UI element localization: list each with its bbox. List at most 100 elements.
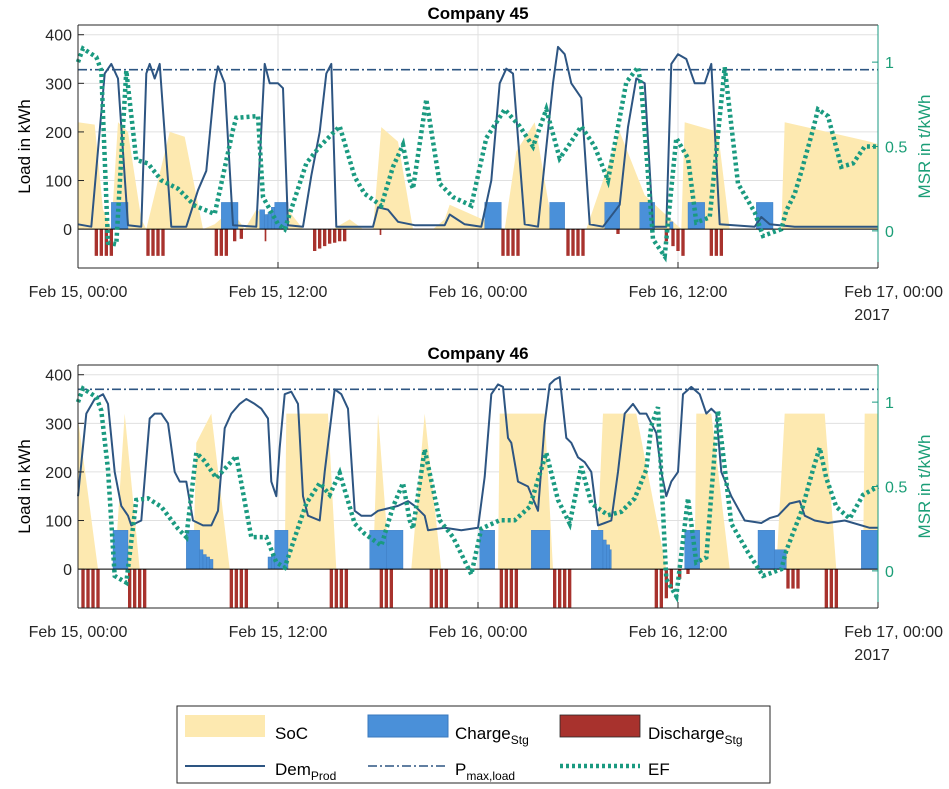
y-tick-label: 300	[45, 416, 72, 433]
x-tick-label: Feb 15, 12:00	[229, 284, 328, 301]
discharge-bar	[791, 569, 795, 589]
y-tick-label: 400	[45, 368, 72, 385]
y-tick-label: 300	[45, 76, 72, 93]
discharge-bar	[264, 229, 267, 242]
discharge-bar	[514, 569, 518, 608]
discharge-bar	[796, 569, 800, 589]
discharge-bar	[566, 229, 570, 256]
discharge-bar	[511, 229, 515, 256]
legend-label-charge: ChargeStg	[455, 724, 529, 747]
discharge-bar	[91, 569, 95, 608]
x-tick-label: Feb 16, 12:00	[629, 284, 728, 301]
legend-label-discharge: DischargeStg	[648, 724, 743, 747]
y-right-tick-label: 1	[885, 395, 894, 412]
discharge-bar	[133, 569, 137, 608]
y-tick-label: 200	[45, 125, 72, 142]
discharge-bar	[333, 229, 337, 243]
discharge-bar	[719, 229, 723, 256]
legend-discharge-swatch	[559, 714, 641, 738]
discharge-bar	[81, 569, 85, 608]
discharge-bar	[96, 569, 100, 608]
y-right-tick-label: 0.5	[885, 140, 907, 157]
charge-bar	[259, 209, 265, 230]
charge-bar	[202, 554, 207, 570]
discharge-bar	[151, 229, 155, 256]
charge-bar	[549, 202, 565, 230]
legend-label-main: EF	[648, 760, 670, 779]
discharge-bar	[214, 229, 218, 256]
discharge-bar	[429, 569, 433, 608]
discharge-bar	[318, 229, 322, 249]
discharge-bar	[329, 569, 333, 608]
legend-label-main: P	[455, 760, 466, 779]
charge-bar	[186, 530, 200, 570]
discharge-bar	[339, 569, 343, 608]
legend-label-sub: Stg	[511, 733, 529, 747]
discharge-bar	[681, 229, 685, 256]
legend-label-soc: SoC	[275, 724, 308, 743]
discharge-bar	[138, 569, 142, 608]
charge-bar	[531, 530, 550, 570]
discharge-bar	[99, 229, 103, 256]
ef-line	[75, 385, 880, 604]
charge-bar	[199, 549, 204, 570]
discharge-bar	[233, 229, 237, 242]
legend-label-sub: max,load	[466, 769, 515, 783]
dem-prod-line	[77, 45, 878, 228]
y-tick-label: 100	[45, 514, 72, 531]
discharge-bar	[143, 569, 147, 608]
discharge-bar	[504, 569, 508, 608]
discharge-bar	[328, 229, 332, 244]
y-tick-label: 100	[45, 174, 72, 191]
x-tick-label: Feb 15, 00:00	[29, 624, 128, 641]
y-axis-label: Load in kWh	[15, 439, 34, 534]
discharge-bar	[553, 569, 557, 608]
discharge-bar	[669, 569, 673, 589]
charge-bar	[602, 539, 607, 570]
charge-bar	[591, 530, 604, 570]
discharge-bar	[109, 229, 113, 256]
ef-line	[75, 45, 878, 263]
discharge-bar	[654, 569, 658, 608]
discharge-bar	[379, 229, 382, 235]
discharge-bar	[439, 569, 443, 608]
y-right-tick-label: 0	[885, 224, 894, 241]
discharge-bar	[338, 229, 342, 242]
discharge-bar	[581, 229, 585, 256]
discharge-bar	[234, 569, 238, 608]
legend-soc-swatch	[185, 715, 265, 737]
legend-label-sub: Prod	[311, 769, 336, 783]
discharge-bar	[516, 229, 520, 256]
discharge-bar	[676, 229, 680, 251]
charge-bar	[757, 530, 775, 570]
discharge-bar	[94, 229, 98, 256]
charge-bar	[861, 530, 879, 570]
discharge-bar	[323, 229, 327, 247]
discharge-bar	[146, 229, 150, 256]
discharge-bar	[343, 229, 347, 242]
y-right-axis-label: MSR in t/kWh	[915, 435, 934, 539]
y-tick-label: 0	[63, 222, 72, 239]
discharge-bar	[156, 229, 160, 256]
y-axis-label: Load in kWh	[15, 99, 34, 194]
soc-area	[78, 413, 878, 570]
discharge-bar	[444, 569, 448, 608]
y-right-tick-label: 0.5	[885, 480, 907, 497]
legend-label-pmax: Pmax,load	[455, 760, 515, 783]
discharge-bar	[576, 229, 580, 256]
discharge-bar	[824, 569, 828, 608]
legend-label-main: Dem	[275, 760, 311, 779]
discharge-bar	[664, 229, 668, 242]
y-tick-label: 0	[63, 562, 72, 579]
discharge-bar	[239, 569, 243, 608]
charge-bar	[669, 221, 674, 230]
charge-bar	[264, 214, 269, 230]
discharge-bar	[664, 569, 668, 599]
discharge-bar	[686, 569, 690, 574]
discharge-bar	[616, 229, 620, 234]
discharge-bar	[499, 569, 503, 608]
charge-bar	[206, 556, 210, 570]
x-tick-label: Feb 16, 00:00	[429, 284, 528, 301]
x-tick-label: Feb 15, 12:00	[229, 624, 328, 641]
